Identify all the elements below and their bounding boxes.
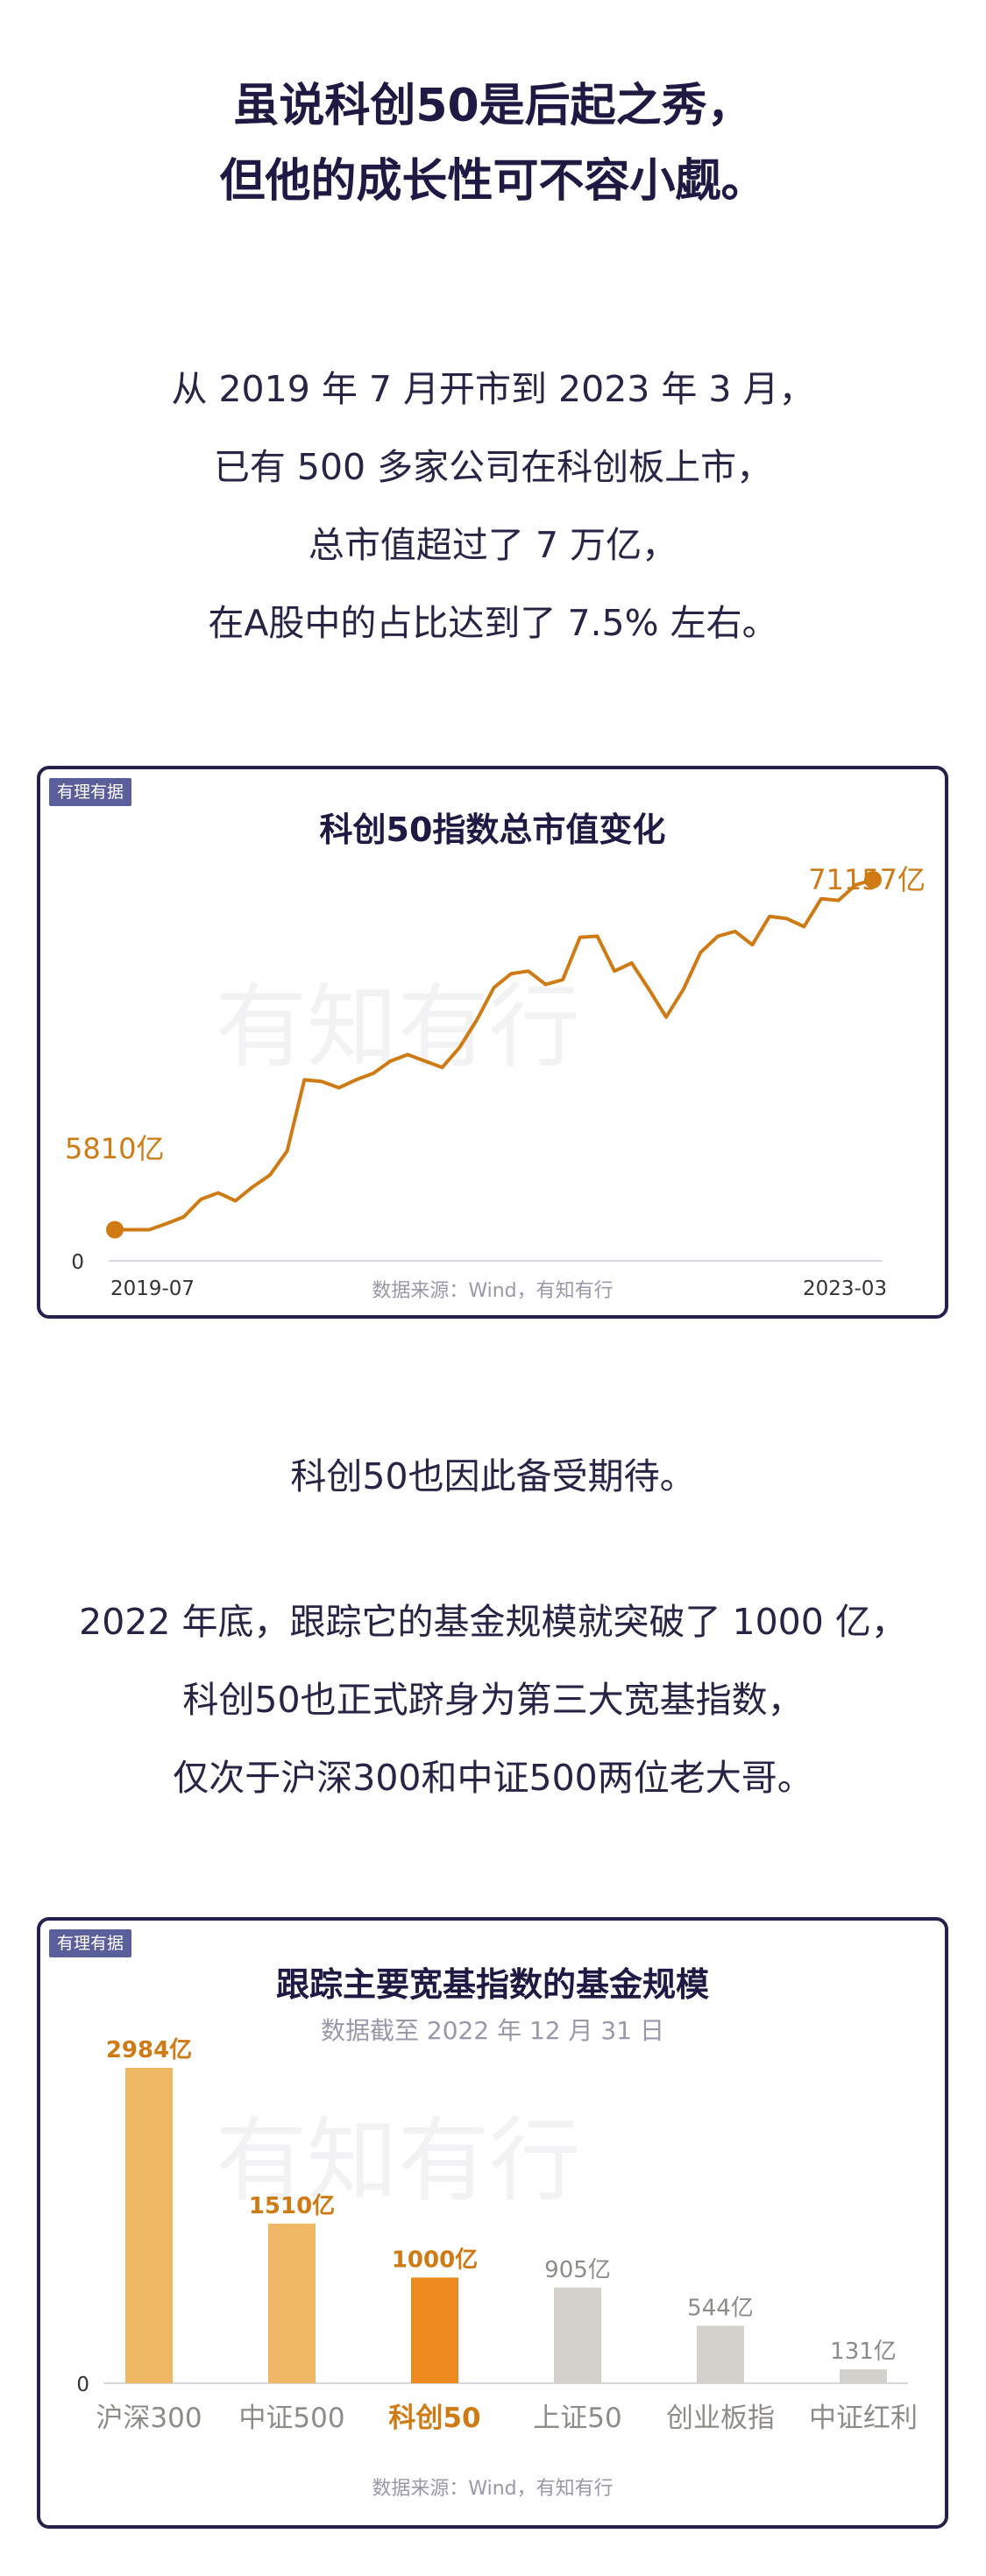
x-start-label: 2019-07: [110, 1277, 195, 1300]
middle-text: 科创50也因此备受期待。: [290, 1455, 696, 1497]
chart-title: 跟踪主要宽基指数的基金规模: [276, 1965, 709, 2004]
intro-line-1: 从 2019 年 7 月开市到 2023 年 3 月，: [171, 368, 815, 410]
market-cap-series-line: [115, 878, 874, 1232]
watermark: 有知有行: [216, 973, 580, 1080]
bar-value-label-4: 544亿: [687, 2295, 754, 2321]
bar-category-label-4: 创业板指: [666, 2403, 775, 2434]
bar-value-label-0: 2984亿: [106, 2037, 192, 2063]
intro-line-3: 总市值超过了 7 万亿，: [308, 524, 678, 566]
bar-value-label-3: 905亿: [544, 2257, 611, 2283]
end-point: [864, 871, 882, 888]
x-end-label: 2023-03: [803, 1277, 887, 1300]
brand-tag: 有理有据: [49, 1929, 132, 1957]
start-value-label: 5810亿: [65, 1132, 164, 1165]
second-line-1: 2022 年底，跟踪它的基金规模就突破了 1000 亿，: [79, 1601, 907, 1643]
chart-source: 数据来源：Wind，有知有行: [372, 1280, 613, 1302]
bar-1: [268, 2223, 316, 2383]
headline-line-2: 但他的成长性可不容小觑。: [219, 155, 767, 208]
start-point: [106, 1221, 124, 1239]
bar-4: [697, 2325, 744, 2383]
y-zero-label: 0: [71, 1251, 84, 1274]
bar-5: [840, 2369, 887, 2383]
bar-category-label-2: 科创50: [388, 2403, 480, 2434]
second-paragraph: 2022 年底，跟踪它的基金规模就突破了 1000 亿， 科创50也正式跻身为第…: [0, 1583, 986, 1817]
intro-line-2: 已有 500 多家公司在科创板上市，: [213, 446, 773, 488]
market-cap-chart-card: 有理有据 有知有行 科创50指数总市值变化 0 2019-07 2023-03 …: [37, 766, 948, 1319]
second-line-3: 仅次于沪深300和中证500两位老大哥。: [173, 1757, 813, 1799]
chart-title: 科创50指数总市值变化: [320, 810, 666, 849]
bar-category-label-3: 上证50: [533, 2403, 621, 2434]
market-cap-line-chart: 有知有行 科创50指数总市值变化 0 2019-07 2023-03 数据来源：…: [65, 810, 926, 1302]
fund-size-bar-chart: 有知有行 跟踪主要宽基指数的基金规模 数据截至 2022 年 12 月 31 日…: [76, 1965, 918, 2500]
intro-line-4: 在A股中的占比达到了 7.5% 左右。: [208, 602, 778, 644]
chart-subtitle: 数据截至 2022 年 12 月 31 日: [321, 2016, 664, 2045]
bar-value-label-5: 131亿: [830, 2339, 897, 2365]
bar-value-label-2: 1000亿: [392, 2247, 478, 2273]
fund-size-chart-card: 有理有据 有知有行 跟踪主要宽基指数的基金规模 数据截至 2022 年 12 月…: [37, 1917, 948, 2529]
headline: 虽说科创50是后起之秀， 但他的成长性可不容小觑。: [0, 68, 986, 219]
bar-category-label-5: 中证红利: [809, 2403, 918, 2434]
bar-category-label-0: 沪深300: [96, 2403, 202, 2434]
second-line-2: 科创50也正式跻身为第三大宽基指数，: [182, 1679, 804, 1721]
bar-3: [554, 2287, 601, 2383]
brand-tag: 有理有据: [49, 778, 132, 806]
bar-0: [125, 2068, 173, 2383]
bar-category-label-1: 中证500: [238, 2403, 344, 2434]
bar-value-label-1: 1510亿: [249, 2193, 335, 2219]
end-value-label: 71157亿: [808, 863, 926, 896]
bar-2: [411, 2277, 458, 2383]
chart-source: 数据来源：Wind，有知有行: [372, 2478, 613, 2500]
y-zero-label: 0: [76, 2374, 89, 2396]
intro-paragraph: 从 2019 年 7 月开市到 2023 年 3 月， 已有 500 多家公司在…: [0, 350, 986, 662]
headline-line-1: 虽说科创50是后起之秀，: [233, 80, 753, 132]
watermark: 有知有行: [216, 2107, 580, 2214]
